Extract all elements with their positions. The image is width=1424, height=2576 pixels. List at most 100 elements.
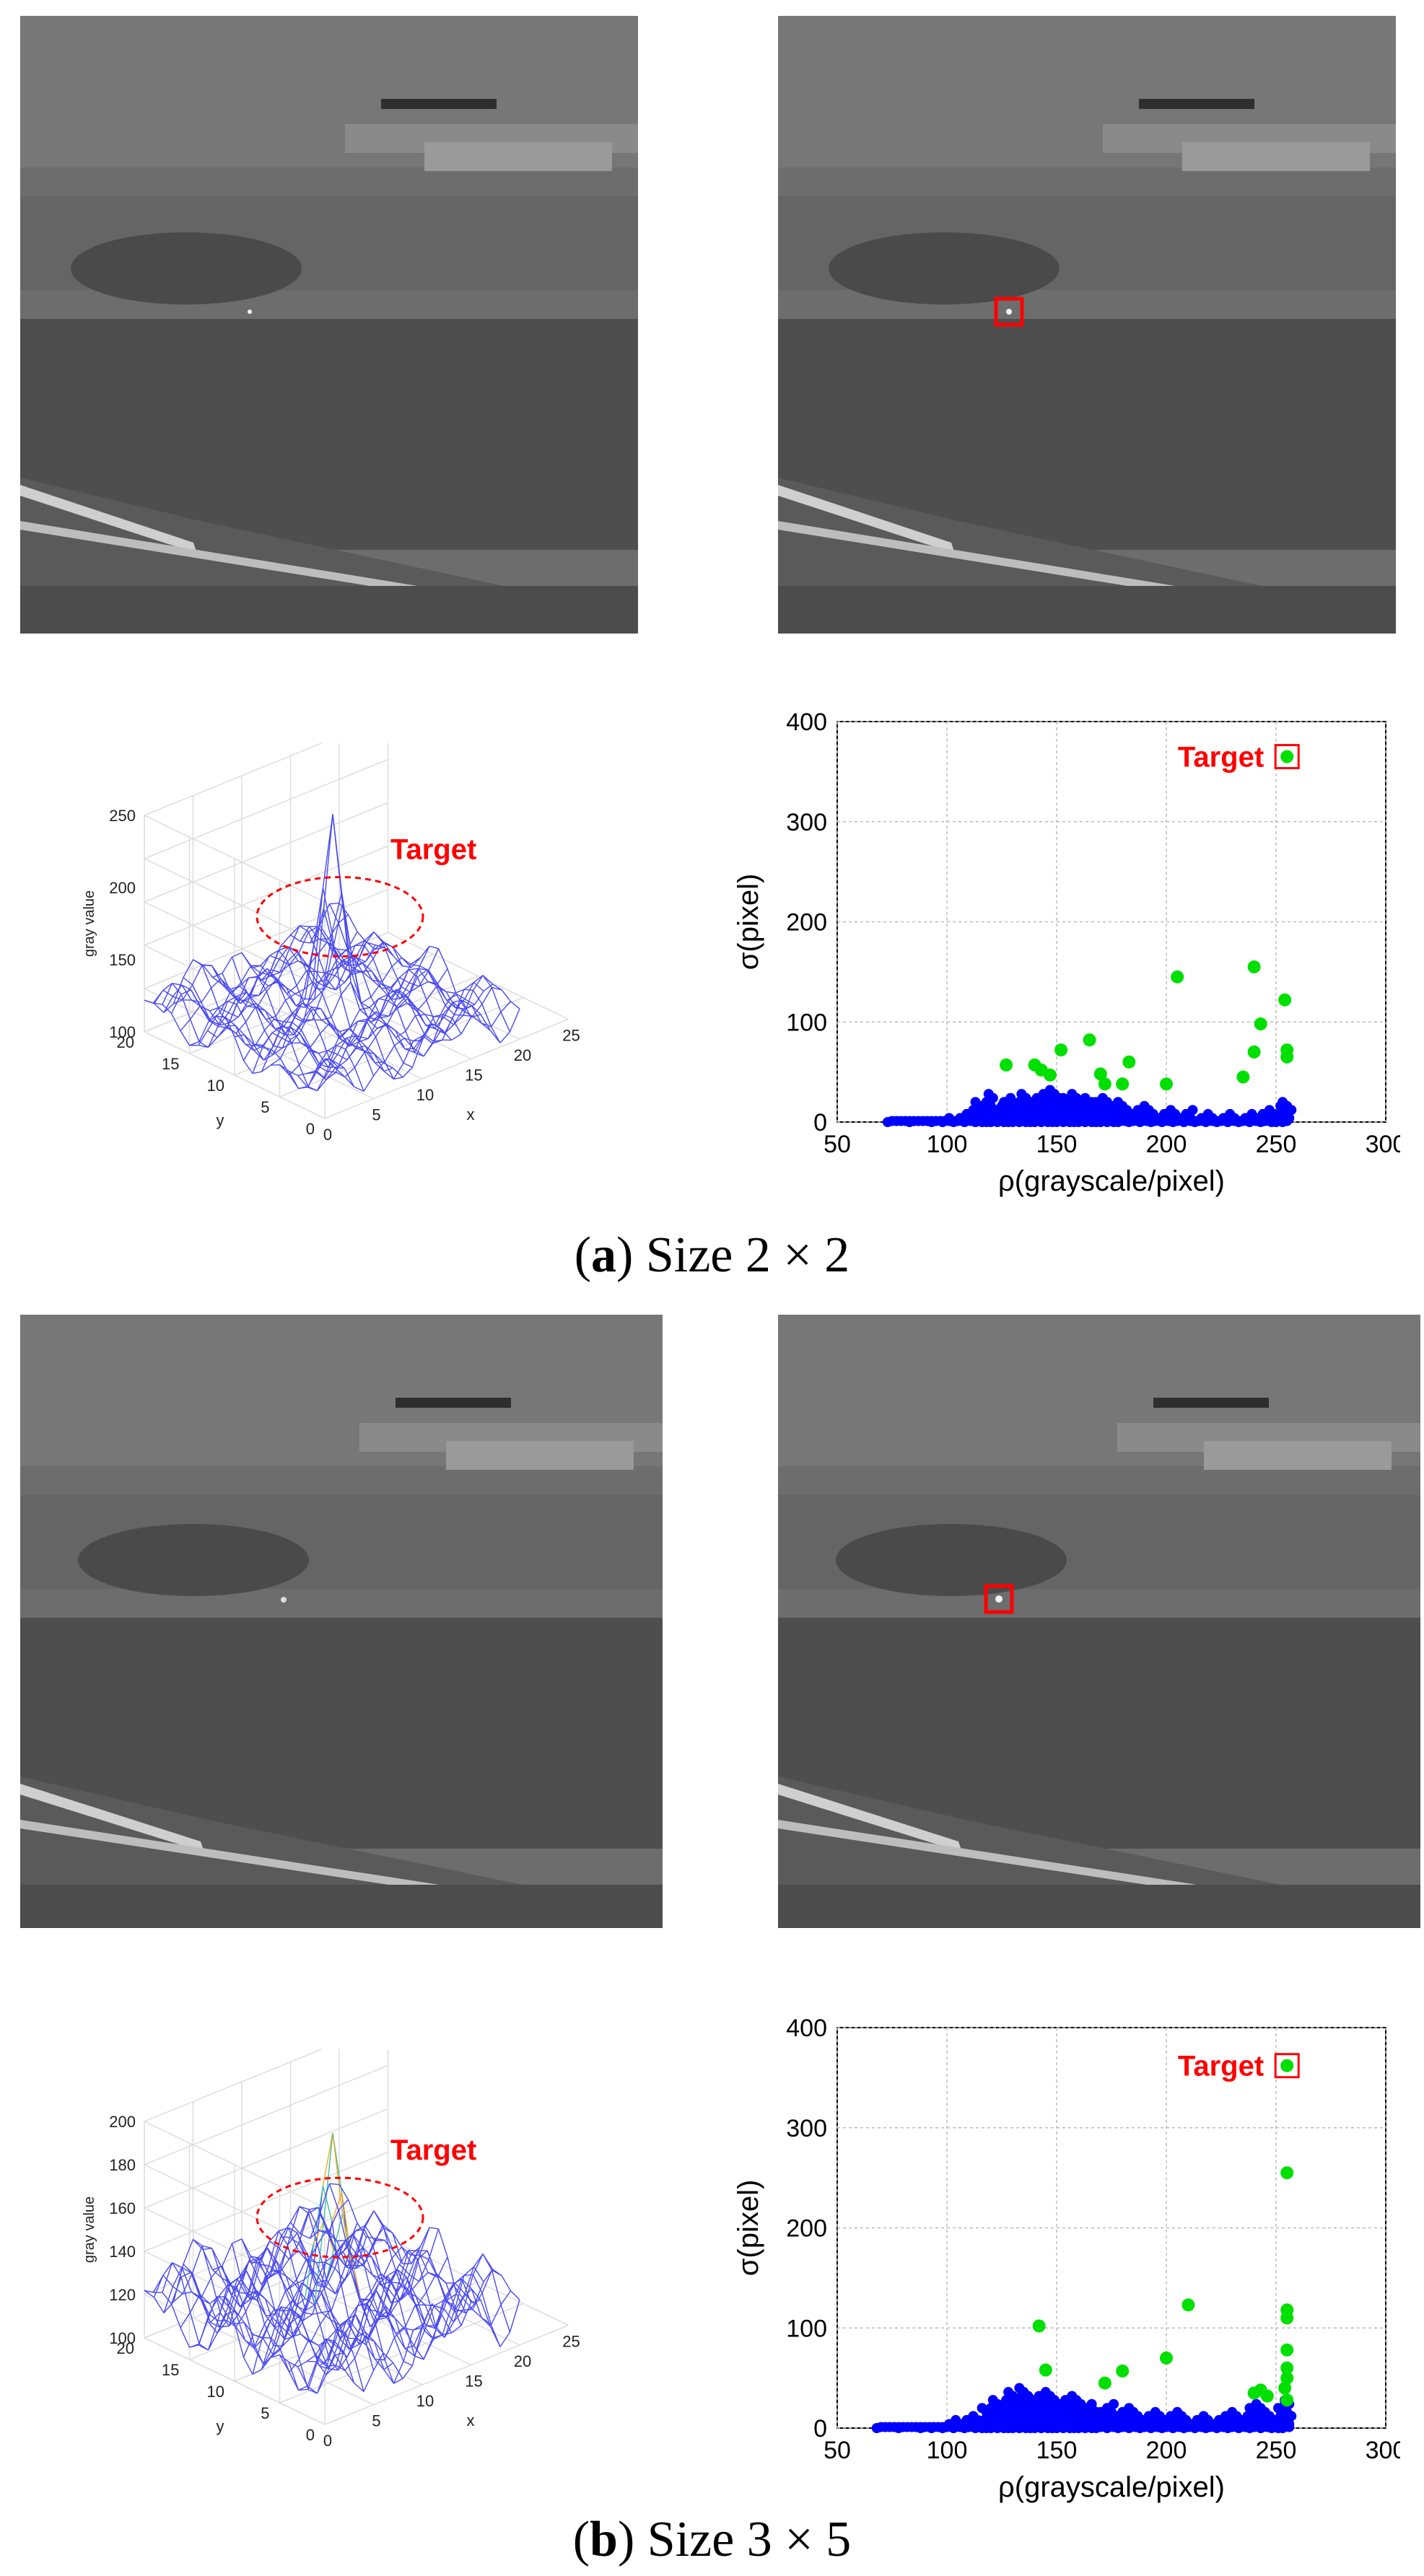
mesh-line <box>355 2253 366 2263</box>
mesh-line <box>401 2246 411 2256</box>
mesh-line <box>279 1058 290 1076</box>
mesh-line <box>265 2316 276 2329</box>
mesh-line <box>326 2329 338 2367</box>
mesh-line <box>357 1046 367 1053</box>
mesh-line <box>302 2311 313 2315</box>
mesh-line <box>202 2249 214 2271</box>
mesh-line <box>338 1059 348 1068</box>
mesh-line <box>445 991 455 994</box>
mesh-line <box>272 1047 283 1056</box>
mesh-line <box>333 2341 345 2354</box>
mesh-line <box>375 2238 385 2241</box>
mesh-line <box>228 999 240 1024</box>
mesh-line <box>311 1006 321 1009</box>
mesh-line <box>462 1009 473 1017</box>
mesh-line <box>354 2358 364 2392</box>
mesh-line <box>356 2261 366 2269</box>
y-tick-label: 0 <box>306 2426 315 2444</box>
mesh-line <box>393 2378 403 2384</box>
mesh-line <box>396 995 407 1007</box>
mesh-line <box>338 2184 349 2200</box>
mesh-line <box>349 2300 361 2326</box>
mesh-line <box>307 932 318 955</box>
mesh-line <box>424 1014 436 1029</box>
mesh-line <box>372 2352 384 2371</box>
mesh-line <box>352 2234 364 2248</box>
mesh-line <box>274 1018 284 1022</box>
mesh-line <box>444 1024 454 1034</box>
mesh-line <box>328 903 339 924</box>
mesh-line <box>464 2266 475 2295</box>
mesh-line <box>464 998 475 1005</box>
mesh-line <box>349 1041 359 1047</box>
mesh-line <box>305 2304 315 2311</box>
mesh-line <box>364 1051 375 1077</box>
mesh-line <box>248 2292 258 2301</box>
mesh-line <box>423 2339 434 2360</box>
mesh-line <box>396 1030 406 1038</box>
mesh-line <box>191 999 201 1007</box>
mesh-line <box>311 1007 323 1021</box>
data-point-green <box>1000 1058 1013 1072</box>
mesh-line <box>331 892 343 933</box>
mesh-line <box>316 1071 328 1091</box>
mesh-line <box>201 965 212 989</box>
data-point-green <box>1280 2059 1294 2072</box>
grid-line <box>144 888 388 989</box>
mesh-line <box>248 1001 258 1008</box>
mesh-line <box>298 1064 309 1087</box>
mesh-line <box>384 2336 396 2360</box>
mesh-line <box>358 2310 370 2345</box>
mesh-line <box>261 976 271 981</box>
mesh-line <box>275 1016 286 1035</box>
mesh-line <box>323 814 333 909</box>
mesh-line <box>191 2246 203 2274</box>
mesh-line <box>305 999 315 1008</box>
mesh-line <box>405 2326 416 2357</box>
mesh-line <box>416 1007 426 1015</box>
mesh-line <box>385 2311 396 2319</box>
mesh-line <box>262 1032 273 1046</box>
mesh-line <box>346 2247 357 2269</box>
mesh-line <box>310 1033 321 1048</box>
mesh-line <box>473 2266 484 2282</box>
x-tick-label: 50 <box>824 2437 851 2464</box>
mesh-line <box>338 923 349 950</box>
mesh-line <box>254 1046 265 1061</box>
data-point-green <box>1278 2381 1292 2395</box>
mesh-line <box>473 2282 484 2305</box>
mesh-line <box>322 2132 333 2186</box>
mesh-line <box>391 2258 402 2287</box>
y-tick-label: 15 <box>162 1055 179 1073</box>
data-point-green <box>1181 2298 1195 2312</box>
mesh-line <box>481 2292 492 2326</box>
mesh-line <box>381 965 393 982</box>
mesh-line <box>318 2339 328 2347</box>
mesh-line <box>337 1044 349 1068</box>
mesh-line <box>295 2305 306 2311</box>
mesh-line <box>410 2246 421 2256</box>
mesh-line <box>407 997 418 1012</box>
grid-line <box>144 2194 388 2295</box>
mesh-line <box>331 2310 341 2340</box>
mesh-line <box>251 2258 261 2264</box>
mesh-line <box>191 2273 202 2298</box>
mesh-line <box>300 2209 310 2235</box>
scatter-plot-b: 50 100 150 200 250 300 0 100 200 300 400 ρ(grayscal… <box>722 2013 1406 2533</box>
mesh-line <box>434 1005 446 1025</box>
mesh-line <box>266 2313 276 2317</box>
mesh-line <box>250 967 262 981</box>
mesh-line <box>258 986 269 996</box>
mesh-line <box>284 999 295 1018</box>
mesh-line <box>345 969 355 972</box>
mesh-line <box>358 1035 369 1040</box>
mesh-line <box>424 2330 434 2340</box>
z-tick-label: 140 <box>109 2243 136 2261</box>
mesh-line <box>302 2270 314 2321</box>
mesh-line <box>392 2233 403 2264</box>
mesh-line <box>287 951 298 962</box>
mesh-line <box>286 2279 297 2290</box>
mesh-line <box>271 1048 281 1059</box>
mesh-line <box>383 941 393 947</box>
mesh-line <box>405 1030 416 1053</box>
